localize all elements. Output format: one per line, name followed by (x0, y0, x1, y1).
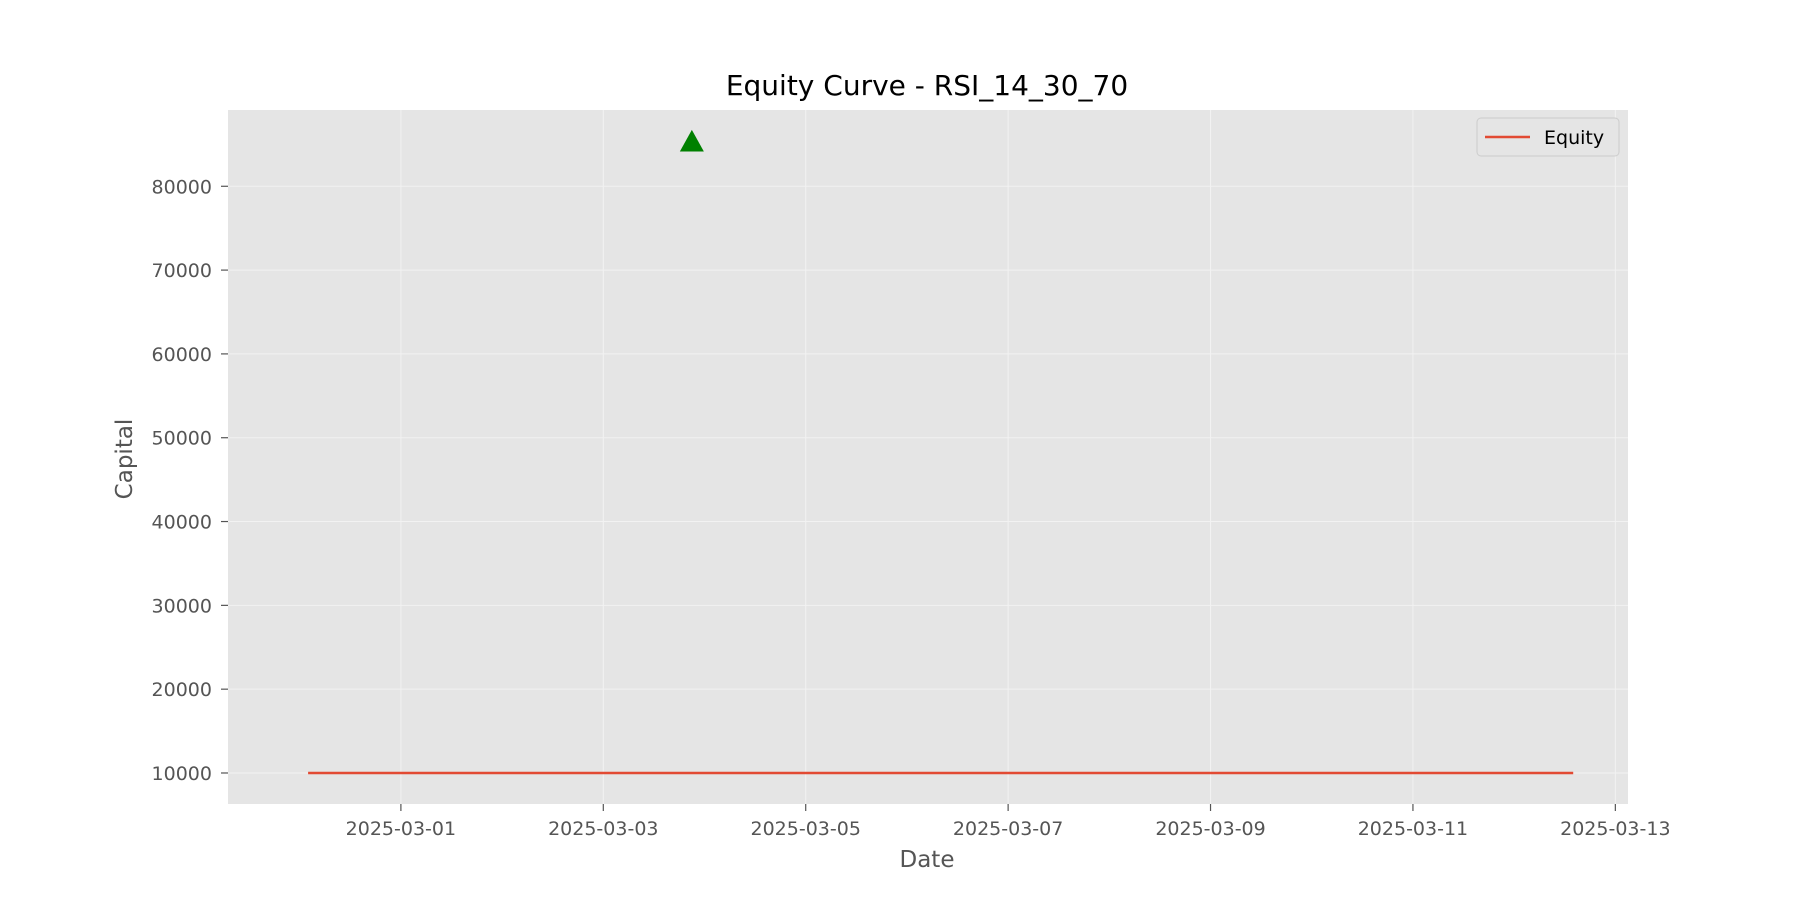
legend: Equity (1476, 117, 1620, 157)
y-tick-label: 40000 (152, 512, 212, 534)
tick-layer: 2025-03-01 2025-03-03 2025-03-05 2025-03-07… (152, 176, 1671, 840)
x-tick-label: 2025-03-11 (1358, 818, 1468, 840)
y-tick-label: 80000 (152, 176, 212, 198)
x-tick-label: 2025-03-07 (953, 818, 1063, 840)
legend-box (1476, 117, 1620, 157)
trade-marker-triangle (679, 129, 704, 152)
y-axis-label: Capital (112, 419, 138, 500)
y-tick-label: 20000 (152, 679, 212, 701)
y-tick-label: 60000 (152, 344, 212, 366)
x-tick-label: 2025-03-01 (346, 818, 456, 840)
y-tick-label: 10000 (152, 763, 212, 785)
y-tick-label: 50000 (152, 428, 212, 450)
x-tick-label: 2025-03-09 (1155, 818, 1265, 840)
grid-layer (228, 110, 1628, 804)
x-tick-label: 2025-03-13 (1560, 818, 1670, 840)
x-tick-label: 2025-03-03 (548, 818, 658, 840)
plot-area (228, 110, 1628, 804)
x-axis-label: Date (900, 847, 955, 873)
y-tick-label: 30000 (152, 595, 212, 617)
legend-label-equity: Equity (1544, 127, 1604, 149)
x-tick-label: 2025-03-05 (750, 818, 860, 840)
marker-layer (679, 129, 704, 152)
y-tick-label: 70000 (152, 260, 212, 282)
chart-title: Equity Curve - RSI_14_30_70 (726, 69, 1128, 102)
